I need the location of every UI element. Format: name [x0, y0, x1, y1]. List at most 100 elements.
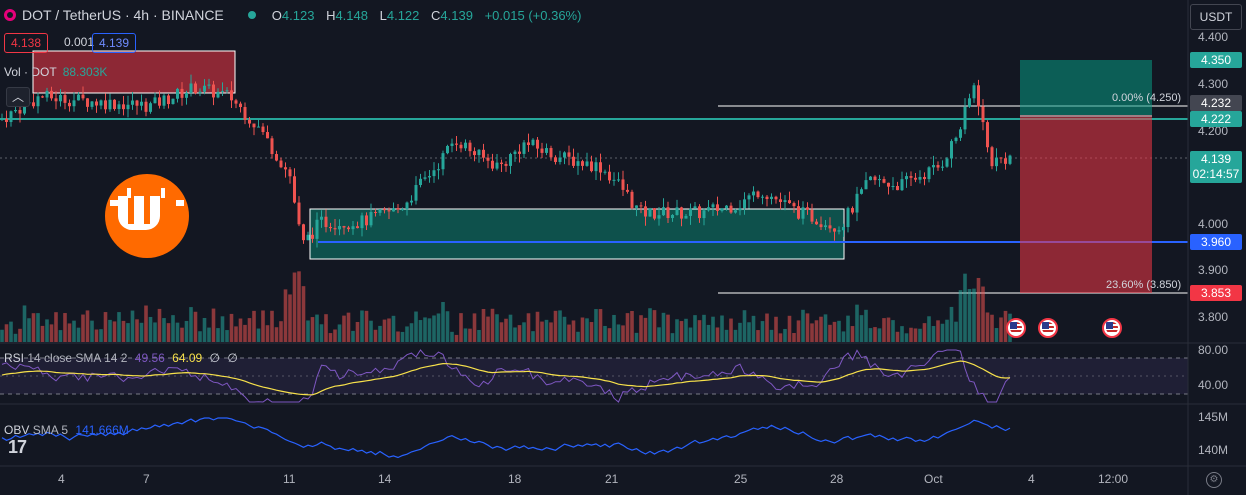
collapse-legend-button[interactable]: ︿	[6, 87, 30, 107]
volume-bar	[13, 333, 18, 342]
price-tick: 3.800	[1197, 310, 1228, 324]
candle-body	[608, 171, 611, 181]
candle-body	[41, 96, 44, 98]
volume-bar	[193, 311, 198, 342]
rsi-tick: 40.00	[1197, 378, 1228, 392]
candle-body	[369, 212, 373, 226]
sell-button[interactable]: 4.138	[4, 33, 49, 53]
volume-bar	[463, 328, 468, 342]
volume-bar	[391, 315, 396, 342]
volume-bar	[666, 314, 670, 342]
volume-bar	[810, 323, 814, 342]
candle-body	[297, 202, 301, 225]
volume-bar	[841, 331, 846, 342]
volume-bar	[517, 325, 522, 342]
candle-body	[702, 210, 706, 219]
candle-body	[855, 193, 859, 213]
volume-bar	[121, 320, 126, 342]
volume-bar	[540, 321, 544, 342]
volume-bar	[382, 319, 387, 342]
candle-body	[338, 226, 341, 230]
candle-body	[680, 207, 683, 219]
candle-body	[441, 153, 445, 170]
candle-body	[869, 176, 872, 181]
candle-body	[617, 179, 620, 181]
candle-body	[18, 110, 22, 114]
candle-body	[392, 208, 395, 212]
volume-bar	[243, 324, 247, 342]
currency-button[interactable]: USDT	[1190, 4, 1242, 30]
us-flag-icon[interactable]	[1102, 318, 1122, 338]
candle-body	[437, 169, 440, 171]
volume-bar	[418, 320, 423, 342]
volume-bar	[621, 325, 625, 342]
volume-bar	[229, 313, 234, 342]
supply-zone	[32, 50, 236, 94]
obv-tick: 145M	[1197, 410, 1228, 424]
volume-bar	[544, 319, 549, 342]
volume-bar	[459, 313, 463, 342]
volume-bar	[814, 320, 819, 342]
candle-body	[851, 208, 854, 213]
candle-body	[122, 104, 125, 110]
candle-body	[878, 179, 881, 181]
us-flag-icon[interactable]	[1038, 318, 1058, 338]
candle-body	[684, 215, 688, 219]
buy-button[interactable]: 4.139	[92, 33, 137, 53]
volume-bar	[612, 314, 616, 342]
time-tick: 25	[734, 472, 748, 486]
volume-bar	[598, 309, 603, 342]
volume-bar	[972, 288, 976, 342]
volume-bar	[436, 313, 441, 342]
candle-body	[558, 157, 562, 162]
candle-body	[473, 151, 476, 156]
volume-bar	[85, 310, 90, 342]
volume-bar	[783, 328, 787, 342]
candle-body	[482, 149, 485, 158]
candle-body	[999, 157, 1003, 159]
volume-bar	[148, 316, 153, 342]
volume-bar	[760, 321, 765, 342]
volume-bar	[189, 307, 193, 342]
candle-body	[216, 91, 220, 98]
volume-bar	[603, 325, 607, 342]
candle-body	[950, 141, 953, 159]
volume-bar	[63, 313, 67, 342]
candle-body	[900, 179, 904, 191]
volume-bar	[378, 325, 382, 342]
volume-bar	[531, 331, 535, 342]
candle-body	[140, 101, 143, 106]
volume-bar	[639, 315, 643, 342]
candle-body	[347, 227, 350, 230]
candle-body	[171, 98, 175, 105]
rsi-line	[1, 349, 1011, 403]
candle-body	[995, 157, 998, 167]
volume-bar	[472, 313, 477, 342]
volume-bar	[76, 327, 81, 342]
volume-bar	[454, 334, 459, 342]
candle-body	[531, 139, 535, 146]
volume-bar	[175, 322, 180, 342]
volume-bar	[103, 312, 108, 342]
settings-gear-icon[interactable]: ⚙	[1206, 472, 1222, 488]
volume-bar	[774, 316, 778, 342]
volume-bar	[288, 294, 292, 342]
volume-bar	[643, 317, 648, 342]
watermark-logo-icon	[105, 174, 189, 258]
candle-body	[887, 182, 890, 187]
volume-bar	[616, 324, 621, 342]
candle-body	[419, 178, 422, 186]
candle-body	[333, 228, 337, 230]
volume-bar	[9, 321, 13, 342]
volume-bar	[805, 313, 810, 342]
volume-bar	[112, 321, 117, 342]
candle-body	[455, 143, 458, 145]
volume-bar	[130, 310, 135, 342]
time-tick: 11	[283, 472, 296, 486]
us-flag-icon[interactable]	[1006, 318, 1026, 338]
candle-body	[792, 203, 796, 207]
candle-body	[131, 100, 134, 105]
symbol-title[interactable]: DOT / TetherUS · 4h · BINANCE	[22, 7, 224, 23]
candle-body	[356, 226, 359, 229]
